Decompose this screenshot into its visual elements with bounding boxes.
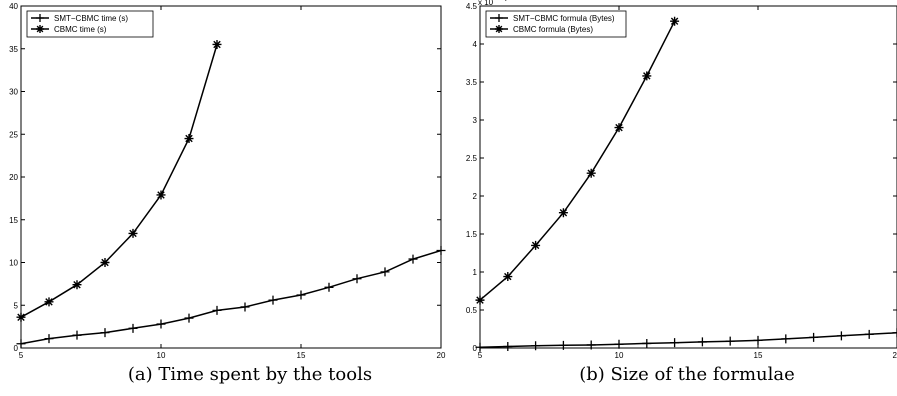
data-point-asterisk <box>16 312 26 322</box>
data-point-asterisk <box>184 134 194 144</box>
legend-label: CBMC formula (Bytes) <box>513 25 593 34</box>
x-tick-label: 2 <box>893 351 897 360</box>
data-point-asterisk <box>212 39 222 49</box>
data-point-asterisk <box>586 168 596 178</box>
data-point-asterisk <box>100 258 110 267</box>
series-line-plus <box>479 332 897 348</box>
y-tick-label: 0 <box>473 344 478 353</box>
x-tick-label: 15 <box>754 351 763 360</box>
panel-formula-size: 0 0.5 1 1.5 2 2.5 3 3.5 4 4.5 5 10 15 2 x 10 7 SMT−CBMC … <box>466 0 897 360</box>
y-tick-label: 30 <box>9 88 18 97</box>
x-tick-label: 15 <box>297 351 306 360</box>
data-point-plus <box>892 328 897 338</box>
y-tick-label: 2 <box>473 192 478 201</box>
x-tick-label: 10 <box>615 351 624 360</box>
data-point-plus <box>408 254 418 264</box>
data-point-plus <box>503 341 513 351</box>
x-tick-label: 5 <box>19 351 24 360</box>
data-point-plus <box>128 323 138 333</box>
legend-marker-asterisk <box>495 25 503 33</box>
y-tick-label: 1 <box>473 268 478 277</box>
legend-box <box>485 10 627 38</box>
data-point-plus <box>864 329 874 339</box>
legend-marker-plus <box>36 14 44 22</box>
y-tick-label: 10 <box>9 259 18 268</box>
data-point-plus <box>324 282 334 292</box>
y-tick-label: 3 <box>473 116 478 125</box>
data-point-plus <box>268 295 278 305</box>
data-point-plus <box>352 274 362 284</box>
data-point-asterisk <box>670 16 680 26</box>
y-tick-label: 20 <box>9 173 18 182</box>
plot-frame <box>479 5 897 349</box>
data-point-plus <box>753 335 763 345</box>
data-point-plus <box>697 337 707 347</box>
data-point-plus <box>586 340 596 350</box>
data-point-plus <box>156 319 166 329</box>
y-tick-label: 15 <box>9 216 18 225</box>
caption-b: (b) Size of the formulae <box>579 364 795 385</box>
plot-frame <box>20 5 442 349</box>
data-point-asterisk <box>72 280 82 290</box>
legend-label: SMT−CBMC time (s) <box>54 14 128 23</box>
y-multiplier-label: x 10 <box>478 0 494 7</box>
legend-label: CBMC time (s) <box>54 25 107 34</box>
data-point-plus <box>725 336 735 346</box>
data-point-asterisk <box>128 228 138 238</box>
data-point-plus <box>184 313 194 323</box>
data-point-plus <box>614 339 624 349</box>
caption-a: (a) Time spent by the tools <box>127 364 373 385</box>
data-point-asterisk <box>558 208 568 218</box>
y-tick-label: 3.5 <box>466 78 478 87</box>
data-point-plus <box>475 342 485 352</box>
data-point-asterisk <box>642 71 652 81</box>
legend-label: SMT−CBMC formula (Bytes) <box>513 14 615 23</box>
series-line-asterisk <box>479 20 676 301</box>
series-line-plus <box>20 249 442 345</box>
data-point-plus <box>296 290 306 300</box>
y-tick-label: 0 <box>14 344 19 353</box>
data-point-plus <box>240 302 250 312</box>
legend-box <box>26 10 154 38</box>
data-point-plus <box>781 334 791 344</box>
data-point-plus <box>44 334 54 344</box>
data-point-asterisk <box>614 123 624 133</box>
data-point-asterisk <box>44 297 54 307</box>
y-tick-label: 35 <box>9 45 18 54</box>
x-tick-label: 5 <box>478 351 483 360</box>
data-point-plus <box>100 328 110 338</box>
data-point-asterisk <box>531 240 541 250</box>
data-point-plus <box>436 246 446 256</box>
data-point-plus <box>642 338 652 348</box>
data-point-plus <box>212 305 222 315</box>
data-point-plus <box>72 330 82 340</box>
data-point-asterisk <box>475 295 485 305</box>
data-point-plus <box>836 331 846 341</box>
y-tick-label: 25 <box>9 130 18 139</box>
data-point-plus <box>380 267 390 277</box>
series-line-asterisk <box>20 44 218 318</box>
legend-marker-asterisk <box>36 25 44 33</box>
y-multiplier-exponent: 7 <box>504 0 509 3</box>
y-tick-label: 1.5 <box>466 230 478 239</box>
data-point-plus <box>558 340 568 350</box>
y-tick-label: 40 <box>9 2 18 11</box>
data-point-asterisk <box>503 272 513 282</box>
y-tick-label: 0.5 <box>466 306 478 315</box>
data-point-plus <box>809 332 819 342</box>
data-point-plus <box>531 341 541 351</box>
y-tick-label: 5 <box>14 301 19 310</box>
y-tick-label: 2.5 <box>466 154 478 163</box>
x-tick-label: 20 <box>437 351 446 360</box>
legend-marker-plus <box>495 14 503 22</box>
data-point-asterisk <box>156 190 166 200</box>
y-tick-label: 4.5 <box>466 2 478 11</box>
x-tick-label: 10 <box>157 351 166 360</box>
data-point-plus <box>670 338 680 348</box>
y-tick-label: 4 <box>473 40 478 49</box>
data-point-plus <box>16 339 26 349</box>
